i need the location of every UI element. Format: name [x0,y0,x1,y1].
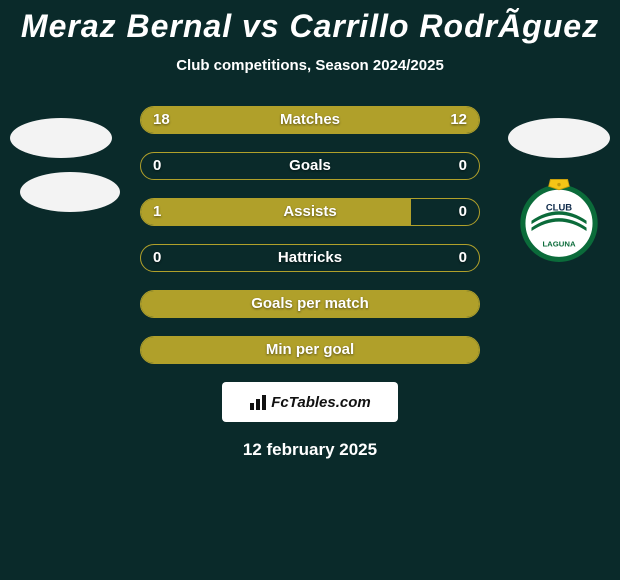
player-left-club-placeholder [20,172,120,212]
brand-badge[interactable]: FcTables.com [222,382,398,422]
player-right-avatar-placeholder [508,118,610,158]
page-title: Meraz Bernal vs Carrillo RodrÃ­guez [0,0,620,45]
stat-row-hattricks: 00Hattricks [140,244,480,272]
footer-date: 12 february 2025 [0,440,620,460]
stat-label: Hattricks [141,245,479,271]
stats-chart: 1812Matches 00Goals 10Assists 00Hattricks Go… [140,106,480,364]
stat-row-goals-per-match: Goals per match [140,290,480,318]
santos-laguna-logo-icon: CLUB LAGUNA [516,176,602,262]
stat-label: Goals per match [141,291,479,317]
brand-label: FcTables.com [271,394,370,411]
stat-label: Assists [141,199,479,225]
stat-row-assists: 10Assists [140,198,480,226]
stat-row-goals: 00Goals [140,152,480,180]
stat-label: Matches [141,107,479,133]
stat-row-min-per-goal: Min per goal [140,336,480,364]
stat-label: Goals [141,153,479,179]
brand-bars-icon [249,393,271,411]
stat-row-matches: 1812Matches [140,106,480,134]
stat-label: Min per goal [141,337,479,363]
svg-text:LAGUNA: LAGUNA [542,240,575,249]
player-left-avatar-placeholder [10,118,112,158]
page-subtitle: Club competitions, Season 2024/2025 [0,57,620,74]
